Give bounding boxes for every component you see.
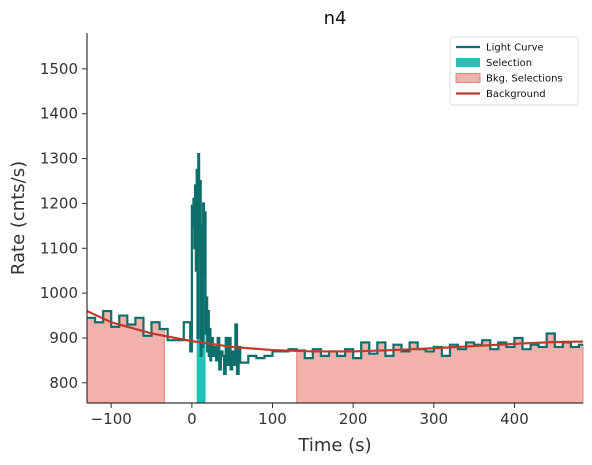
- y-axis-title: Rate (cnts/s): [8, 161, 29, 275]
- chart-title: n4: [324, 8, 347, 29]
- light-curve-line: [87, 152, 583, 375]
- y-tick-label: 1100: [40, 239, 78, 257]
- bkg-selection-layer: [86, 310, 584, 404]
- legend-swatch-patch: [456, 58, 480, 67]
- y-tick-label: 1200: [40, 194, 78, 212]
- background-model-layer: [86, 310, 584, 353]
- x-tick-label: −100: [91, 410, 132, 428]
- legend-frame: [449, 36, 579, 106]
- x-tick-label: 0: [187, 410, 197, 428]
- y-tick-label: 800: [49, 374, 78, 392]
- y-tick-label: 1500: [40, 60, 78, 78]
- y-tick-label: 1000: [40, 284, 78, 302]
- y-tick-label: 1400: [40, 105, 78, 123]
- legend-swatch-patch: [455, 73, 481, 83]
- ticks-layer: −100 0 100 200 300 400 800 900 1000 1100 1200 1300 1…: [40, 60, 529, 428]
- legend-label: Selection: [486, 58, 532, 69]
- bkg-selection-region-1: [86, 310, 165, 404]
- x-tick-label: 100: [258, 410, 287, 428]
- legend: Light Curve Selection Bkg. Selections Backg…: [449, 36, 579, 106]
- x-tick-label: 300: [419, 410, 448, 428]
- legend-label: Background: [486, 89, 546, 100]
- axes-layer: [86, 33, 583, 404]
- x-axis-title: Time (s): [297, 435, 371, 456]
- light-curve-layer: [87, 152, 583, 375]
- y-tick-label: 1300: [40, 150, 78, 168]
- y-tick-label: 900: [49, 329, 78, 347]
- x-tick-label: 200: [339, 410, 368, 428]
- bkg-selection-region-2: [296, 332, 584, 404]
- legend-label: Light Curve: [486, 43, 544, 54]
- x-tick-label: 400: [500, 410, 529, 428]
- background-model-line: [86, 310, 584, 353]
- legend-label: Bkg. Selections: [486, 74, 563, 85]
